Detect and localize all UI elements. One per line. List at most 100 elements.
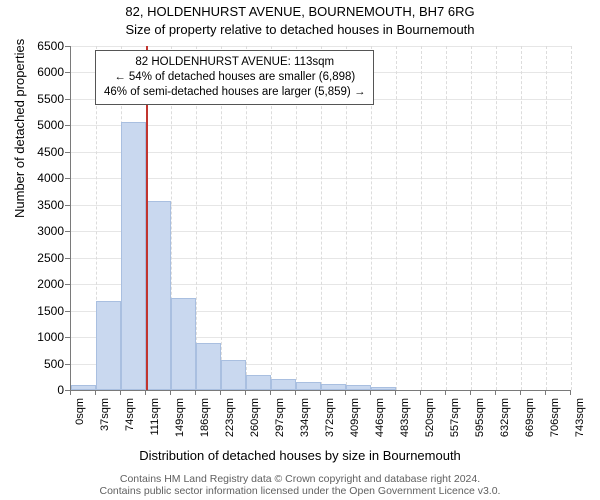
- gridline-v: [546, 46, 547, 390]
- x-tick-label: 149sqm: [174, 398, 186, 446]
- x-tick-mark: [170, 390, 171, 395]
- x-tick-mark: [420, 390, 421, 395]
- y-tick-mark: [65, 364, 70, 365]
- x-tick-mark: [570, 390, 571, 395]
- x-tick-mark: [295, 390, 296, 395]
- x-tick-mark: [120, 390, 121, 395]
- plot-area: 82 HOLDENHURST AVENUE: 113sqm ← 54% of d…: [70, 46, 571, 391]
- x-tick-label: 483sqm: [399, 398, 411, 446]
- x-tick-label: 520sqm: [424, 398, 436, 446]
- histogram-bar: [146, 201, 172, 390]
- histogram-bar: [121, 122, 146, 390]
- y-tick-mark: [65, 337, 70, 338]
- x-tick-label: 260sqm: [249, 398, 261, 446]
- histogram-bar: [71, 385, 96, 390]
- x-tick-mark: [445, 390, 446, 395]
- x-tick-mark: [95, 390, 96, 395]
- x-tick-mark: [270, 390, 271, 395]
- gridline-v: [521, 46, 522, 390]
- x-tick-mark: [545, 390, 546, 395]
- x-tick-mark: [220, 390, 221, 395]
- gridline-v: [471, 46, 472, 390]
- callout-line1: 82 HOLDENHURST AVENUE: 113sqm: [104, 55, 365, 70]
- histogram-bar: [371, 387, 396, 390]
- x-tick-mark: [470, 390, 471, 395]
- y-tick-mark: [65, 72, 70, 73]
- histogram-bar: [246, 375, 271, 390]
- y-tick-mark: [65, 205, 70, 206]
- x-tick-label: 557sqm: [449, 398, 461, 446]
- y-tick-mark: [65, 178, 70, 179]
- y-tick-label: 4500: [8, 145, 64, 159]
- y-tick-label: 2500: [8, 251, 64, 265]
- gridline-v: [571, 46, 572, 390]
- y-tick-label: 6000: [8, 65, 64, 79]
- x-tick-mark: [245, 390, 246, 395]
- gridline-v: [446, 46, 447, 390]
- x-tick-label: 334sqm: [299, 398, 311, 446]
- x-tick-mark: [70, 390, 71, 395]
- histogram-bar: [171, 298, 196, 390]
- y-tick-label: 5000: [8, 118, 64, 132]
- histogram-bar: [346, 385, 371, 390]
- histogram-bar: [271, 379, 296, 390]
- x-tick-label: 372sqm: [324, 398, 336, 446]
- x-tick-mark: [370, 390, 371, 395]
- x-tick-label: 111sqm: [149, 398, 161, 446]
- gridline-v: [396, 46, 397, 390]
- y-tick-mark: [65, 152, 70, 153]
- x-tick-label: 743sqm: [574, 398, 586, 446]
- x-tick-label: 595sqm: [474, 398, 486, 446]
- y-tick-label: 2000: [8, 277, 64, 291]
- histogram-bar: [96, 301, 121, 390]
- y-tick-label: 0: [8, 383, 64, 397]
- callout-line3: 46% of semi-detached houses are larger (…: [104, 85, 365, 100]
- y-tick-label: 1500: [8, 304, 64, 318]
- gridline-v: [496, 46, 497, 390]
- y-tick-label: 3000: [8, 224, 64, 238]
- x-tick-mark: [495, 390, 496, 395]
- gridline-v: [421, 46, 422, 390]
- x-axis-label: Distribution of detached houses by size …: [0, 448, 600, 463]
- y-tick-mark: [65, 125, 70, 126]
- y-tick-mark: [65, 46, 70, 47]
- x-tick-mark: [395, 390, 396, 395]
- y-tick-label: 5500: [8, 92, 64, 106]
- x-tick-mark: [320, 390, 321, 395]
- x-tick-label: 0sqm: [74, 398, 86, 446]
- histogram-bar: [196, 343, 221, 390]
- histogram-bar: [221, 360, 246, 390]
- x-tick-mark: [195, 390, 196, 395]
- x-tick-label: 632sqm: [499, 398, 511, 446]
- x-tick-label: 223sqm: [224, 398, 236, 446]
- y-tick-label: 1000: [8, 330, 64, 344]
- histogram-bar: [321, 384, 346, 390]
- footer-line2: Contains public sector information licen…: [0, 485, 600, 498]
- x-tick-mark: [145, 390, 146, 395]
- x-tick-label: 446sqm: [374, 398, 386, 446]
- x-tick-label: 706sqm: [549, 398, 561, 446]
- x-tick-label: 409sqm: [349, 398, 361, 446]
- histogram-bar: [296, 382, 322, 390]
- footer-line1: Contains HM Land Registry data © Crown c…: [0, 473, 600, 486]
- y-tick-mark: [65, 231, 70, 232]
- x-tick-mark: [345, 390, 346, 395]
- chart-container: 82, HOLDENHURST AVENUE, BOURNEMOUTH, BH7…: [0, 0, 600, 500]
- y-tick-mark: [65, 258, 70, 259]
- x-tick-label: 669sqm: [524, 398, 536, 446]
- x-tick-label: 297sqm: [274, 398, 286, 446]
- y-tick-label: 500: [8, 357, 64, 371]
- x-tick-label: 186sqm: [199, 398, 211, 446]
- chart-title-line1: 82, HOLDENHURST AVENUE, BOURNEMOUTH, BH7…: [0, 4, 600, 19]
- x-tick-mark: [520, 390, 521, 395]
- callout-box: 82 HOLDENHURST AVENUE: 113sqm ← 54% of d…: [95, 50, 374, 105]
- y-tick-mark: [65, 311, 70, 312]
- y-tick-mark: [65, 284, 70, 285]
- y-tick-label: 3500: [8, 198, 64, 212]
- y-tick-label: 6500: [8, 39, 64, 53]
- chart-title-line2: Size of property relative to detached ho…: [0, 22, 600, 37]
- y-tick-mark: [65, 99, 70, 100]
- footer-attribution: Contains HM Land Registry data © Crown c…: [0, 473, 600, 498]
- x-tick-label: 37sqm: [99, 398, 111, 446]
- x-tick-label: 74sqm: [124, 398, 136, 446]
